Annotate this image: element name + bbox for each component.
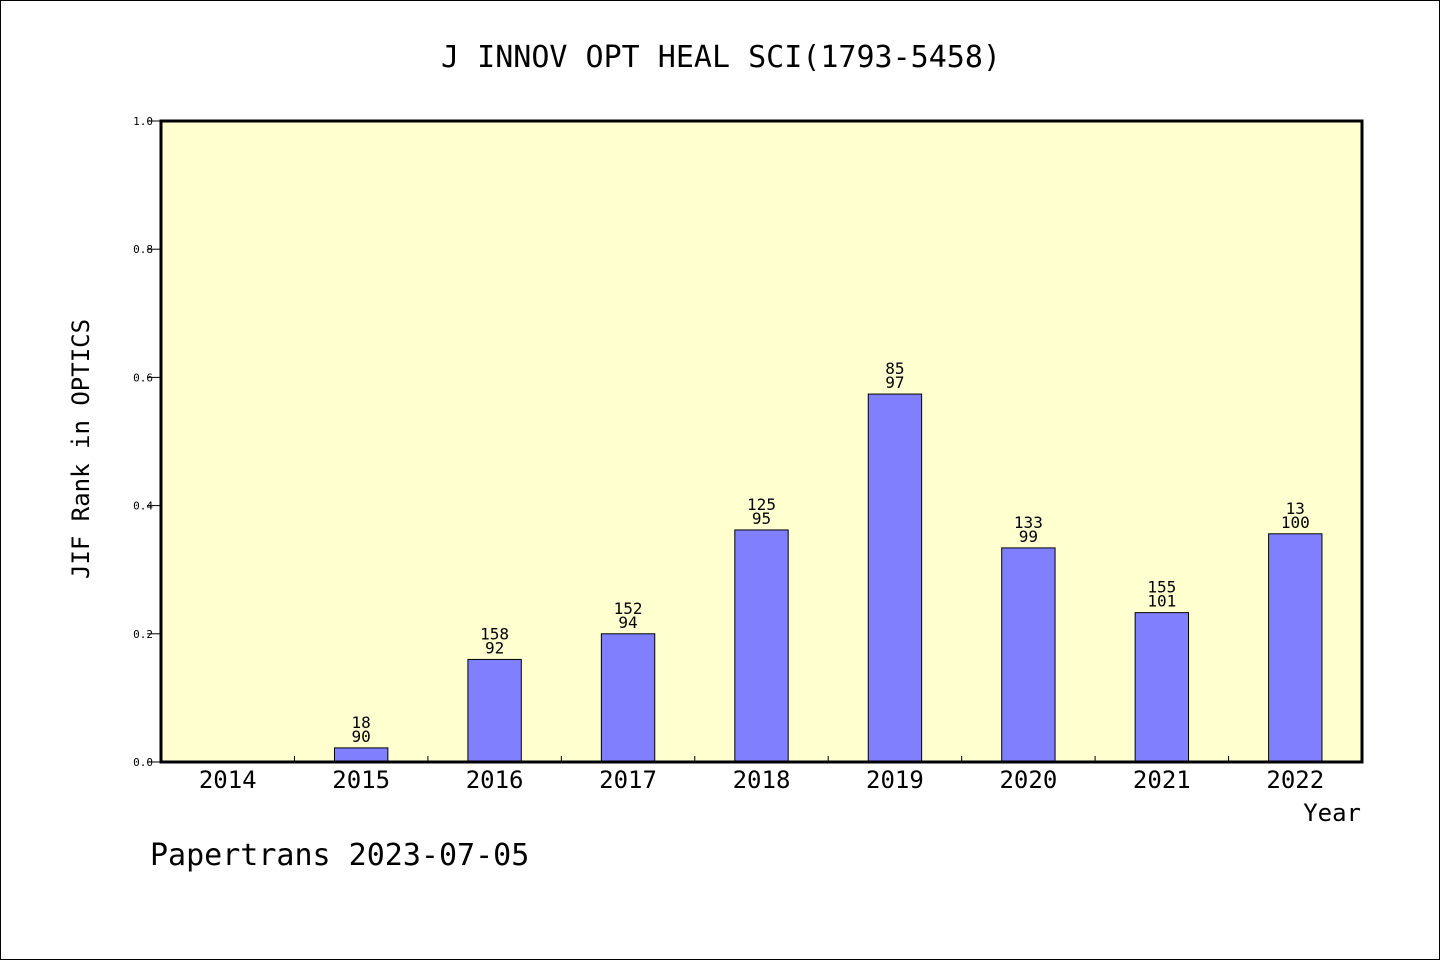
y-tick-label: 0.0 bbox=[133, 756, 153, 769]
y-tick-label: 0.6 bbox=[133, 371, 153, 384]
x-tick-label: 2014 bbox=[199, 766, 257, 794]
bar-label-top: 155 bbox=[1147, 578, 1176, 597]
x-tick-label: 2019 bbox=[866, 766, 924, 794]
chart-title: J INNOV OPT HEAL SCI(1793-5458) bbox=[441, 40, 1001, 75]
bar-label-top: 18 bbox=[352, 713, 371, 732]
bar-2015 bbox=[333, 747, 389, 763]
bar-2022 bbox=[1268, 533, 1323, 763]
bar-2019 bbox=[867, 393, 923, 763]
plot-border bbox=[159, 119, 1364, 764]
bar-label-bottom: 94 bbox=[618, 613, 637, 632]
y-tick-label: 0.8 bbox=[133, 243, 153, 256]
y-tick-label: 0.2 bbox=[133, 628, 153, 641]
bar-label-bottom: 101 bbox=[1147, 592, 1176, 611]
bar-label-top: 13 bbox=[1286, 499, 1305, 518]
bar-label-bottom: 92 bbox=[485, 638, 504, 657]
x-tick-label: 2015 bbox=[332, 766, 390, 794]
bar-2017 bbox=[600, 633, 656, 763]
y-tick-label: 1.0 bbox=[133, 115, 153, 128]
x-tick-label: 2017 bbox=[599, 766, 657, 794]
x-tick-label: 2022 bbox=[1266, 766, 1324, 794]
bar-2021 bbox=[1134, 612, 1190, 763]
bar-label-top: 133 bbox=[1014, 513, 1043, 532]
bar-series bbox=[333, 393, 1323, 763]
x-tick-label: 2020 bbox=[999, 766, 1057, 794]
bar-label-bottom: 90 bbox=[352, 727, 371, 746]
bar-label-top: 158 bbox=[480, 624, 509, 643]
bar-label-top: 152 bbox=[614, 599, 643, 618]
x-tick-label: 2016 bbox=[466, 766, 524, 794]
y-axis: 0.0 0.2 0.4 0.6 0.8 1.0 bbox=[133, 115, 161, 769]
bar-label-bottom: 97 bbox=[885, 373, 904, 392]
y-axis-label: JIF Rank in OPTICS bbox=[67, 319, 95, 579]
bar-label-bottom: 95 bbox=[752, 509, 771, 528]
bar-label-bottom: 99 bbox=[1019, 527, 1038, 546]
bar-2020 bbox=[1001, 547, 1056, 763]
x-tick-label: 2018 bbox=[733, 766, 791, 794]
y-tick-label: 0.4 bbox=[133, 500, 153, 513]
footer-text: Papertrans 2023-07-05 bbox=[150, 838, 529, 873]
bar-label-top: 85 bbox=[885, 359, 904, 378]
bar-2016 bbox=[467, 658, 522, 763]
x-tick-label: 2021 bbox=[1133, 766, 1191, 794]
x-axis-label: Year bbox=[1303, 799, 1361, 827]
bar-label-bottom: 100 bbox=[1281, 513, 1310, 532]
bar-label-top: 125 bbox=[747, 495, 776, 514]
bar-2018 bbox=[734, 529, 789, 763]
x-axis: 2014 2015 2016 2017 2018 2019 2020 2021 2022 bbox=[199, 756, 1324, 794]
